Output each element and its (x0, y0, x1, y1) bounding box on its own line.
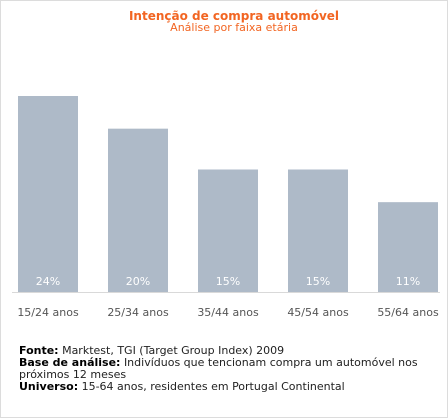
analysis-base-label: Base de análise: (19, 356, 121, 369)
bar-chart: 24% 15/24 anos 20% 25/34 anos 15% 35/44 anos 1… (12, 96, 440, 319)
analysis-base-text-continued: próximos 12 meses (19, 368, 127, 381)
bar-1 (18, 96, 78, 292)
universe-line: Universo: 15-64 anos, residentes em Port… (19, 381, 439, 393)
analysis-base-text: Indivíduos que tencionam compra um autom… (123, 356, 418, 369)
category-label-5: 55/64 anos (377, 306, 439, 319)
bar-4 (288, 169, 348, 292)
source-text: Marktest, TGI (Target Group Index) 2009 (62, 344, 285, 357)
chart-footer: Fonte: Marktest, TGI (Target Group Index… (19, 345, 439, 393)
category-label-4: 45/54 anos (287, 306, 349, 319)
bar-2 (108, 128, 168, 292)
universe-text: 15-64 anos, residentes em Portugal Conti… (81, 380, 345, 393)
bar-value-label-2: 20% (126, 275, 150, 288)
bar-3 (198, 169, 258, 292)
source-label: Fonte: (19, 344, 59, 357)
category-label-3: 35/44 anos (197, 306, 259, 319)
bar-value-label-3: 15% (216, 275, 240, 288)
bar-5 (378, 202, 438, 292)
bar-value-label-5: 11% (396, 275, 420, 288)
chart-subtitle: Análise por faixa etária (170, 21, 298, 34)
category-label-2: 25/34 anos (107, 306, 169, 319)
chart-title: Intenção de compra automóvel (128, 9, 340, 23)
category-label-1: 15/24 anos (17, 306, 79, 319)
universe-label: Universo: (19, 380, 79, 393)
analysis-base-line: Base de análise: Indivíduos que tenciona… (19, 357, 439, 381)
bar-value-label-4: 15% (306, 275, 330, 288)
bar-value-label-1: 24% (36, 275, 60, 288)
source-line: Fonte: Marktest, TGI (Target Group Index… (19, 345, 439, 357)
